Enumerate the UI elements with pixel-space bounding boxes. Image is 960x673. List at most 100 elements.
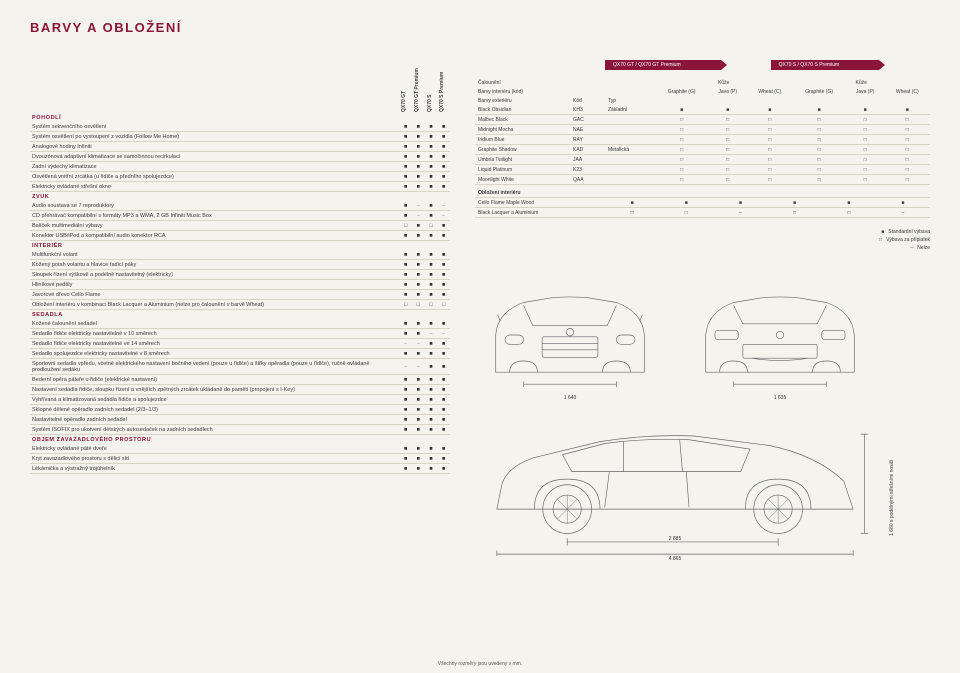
- section-head: POHODLÍ: [30, 113, 450, 122]
- feature-mark: ■: [437, 122, 450, 132]
- feature-mark: ■: [412, 122, 425, 132]
- feature-mark: ■: [437, 444, 450, 454]
- feature-mark: ■: [425, 250, 438, 260]
- interior-trim-mark: ■: [876, 198, 930, 208]
- feature-mark: □: [425, 221, 438, 231]
- code-head: Kód: [570, 96, 605, 105]
- ext-color-mark: □: [792, 125, 845, 135]
- feature-mark: ■: [412, 270, 425, 280]
- feature-label: Multifunkční volant: [30, 250, 399, 260]
- ext-color-mark: □: [885, 165, 930, 175]
- ext-color-mark: □: [885, 175, 930, 185]
- ext-color-mark: □: [792, 155, 845, 165]
- ext-color-name: Moonlight White: [475, 175, 570, 185]
- feature-mark: ■: [412, 464, 425, 474]
- ext-color-code: RAY: [570, 135, 605, 145]
- feature-mark: ■: [425, 395, 438, 405]
- interior-trim-mark: □: [659, 208, 713, 218]
- dim-wheelbase: 2 885: [475, 536, 875, 542]
- section-head: SEDADLA: [30, 310, 450, 320]
- feature-label: Systém sekvenčního osvětlení: [30, 122, 399, 132]
- feature-mark: ■: [412, 375, 425, 385]
- feature-mark: ■: [425, 375, 438, 385]
- ext-color-mark: □: [655, 135, 708, 145]
- feature-label: Zadní výdechy klimatizace: [30, 162, 399, 172]
- feature-mark: ■: [437, 425, 450, 435]
- feature-label: Konektor USB/iPod a kompatibilní audio k…: [30, 231, 399, 241]
- feature-mark: ■: [399, 250, 412, 260]
- ext-color-type: [605, 125, 655, 135]
- ext-color-mark: □: [655, 125, 708, 135]
- ext-color-mark: □: [747, 125, 792, 135]
- feature-mark: ■: [425, 464, 438, 474]
- ext-color-mark: □: [846, 135, 885, 145]
- interior-trim-mark: –: [876, 208, 930, 218]
- footer-note: Všechny rozměry jsou uvedeny v mm.: [0, 661, 960, 667]
- feature-mark: ■: [425, 359, 438, 375]
- dim-track-rear: 1 635: [685, 395, 875, 401]
- feature-mark: ■: [425, 405, 438, 415]
- ext-color-mark: □: [885, 125, 930, 135]
- interior-trim-mark: ■: [659, 198, 713, 208]
- section-head: INTERIÉR: [30, 241, 450, 251]
- feature-mark: ■: [412, 329, 425, 339]
- feature-mark: ■: [412, 405, 425, 415]
- interior-color-col: Wheat (C): [885, 87, 930, 96]
- dim-height: 1 680 s podélnými střešními nosiči: [889, 436, 895, 536]
- ext-color-mark: □: [708, 165, 747, 175]
- feature-mark: –: [437, 211, 450, 221]
- ext-color-mark: □: [846, 165, 885, 175]
- feature-label: Nastavení sedadla řidiče, sloupku řízení…: [30, 385, 399, 395]
- feature-label: Hliníkové pedály: [30, 280, 399, 290]
- interior-trim-mark: □: [822, 208, 876, 218]
- feature-mark: ■: [437, 221, 450, 231]
- ribbon-gt: QX70 GT / QX70 GT Premium: [605, 60, 721, 70]
- feature-mark: ■: [412, 395, 425, 405]
- type-head: Typ: [605, 96, 655, 105]
- interior-color-col: Graphite (G): [655, 87, 708, 96]
- feature-label: Sedadlo spolujezdce elektricky nastavite…: [30, 349, 399, 359]
- feature-mark: ■: [399, 132, 412, 142]
- feature-label: Kožené čalounění sedadel: [30, 319, 399, 329]
- features-panel: QX70 GTQX70 GT PremiumQX70 SQX70 S Premi…: [30, 60, 450, 556]
- feature-mark: ■: [399, 444, 412, 454]
- feature-mark: ■: [399, 329, 412, 339]
- ext-color-mark: □: [655, 175, 708, 185]
- feature-mark: ■: [425, 339, 438, 349]
- feature-mark: ■: [412, 231, 425, 241]
- exterior-colors-table: ČalouněníKůžeKůžeBarvy interiéru (kód)Gr…: [475, 78, 930, 185]
- interior-trim-head: Obložení interiéru: [475, 188, 605, 198]
- feature-mark: –: [437, 329, 450, 339]
- feature-mark: ■: [399, 172, 412, 182]
- ext-color-mark: □: [846, 125, 885, 135]
- feature-mark: ■: [412, 385, 425, 395]
- feature-mark: ■: [399, 142, 412, 152]
- feature-mark: ■: [399, 405, 412, 415]
- interior-trim-name: Cello Flame Maple Wood: [475, 198, 605, 208]
- feature-label: Bederní opěra páteře u řidiče (elektrick…: [30, 375, 399, 385]
- ext-color-mark: □: [885, 135, 930, 145]
- feature-mark: ■: [425, 152, 438, 162]
- feature-mark: ■: [412, 172, 425, 182]
- feature-mark: ■: [412, 250, 425, 260]
- ext-color-mark: □: [708, 135, 747, 145]
- legend-item: □Výbava za příplatek: [475, 236, 930, 244]
- ext-color-mark: □: [655, 165, 708, 175]
- ext-color-type: [605, 165, 655, 175]
- feature-mark: –: [412, 359, 425, 375]
- feature-mark: ■: [437, 280, 450, 290]
- feature-label: Osvětlená vnitřní zrcátka (u řidiče a př…: [30, 172, 399, 182]
- feature-mark: ■: [437, 132, 450, 142]
- ext-color-mark: □: [792, 165, 845, 175]
- feature-label: Balíček multimediální výbavy: [30, 221, 399, 231]
- feature-mark: ■: [399, 290, 412, 300]
- ext-color-mark: □: [846, 145, 885, 155]
- ext-color-name: Liquid Platinum: [475, 165, 570, 175]
- feature-mark: –: [412, 211, 425, 221]
- features-table: QX70 GTQX70 GT PremiumQX70 SQX70 S Premi…: [30, 60, 450, 474]
- interior-trim-mark: ■: [713, 198, 767, 208]
- feature-mark: ■: [437, 290, 450, 300]
- feature-mark: ■: [412, 290, 425, 300]
- feature-mark: ■: [412, 454, 425, 464]
- feature-mark: ■: [412, 349, 425, 359]
